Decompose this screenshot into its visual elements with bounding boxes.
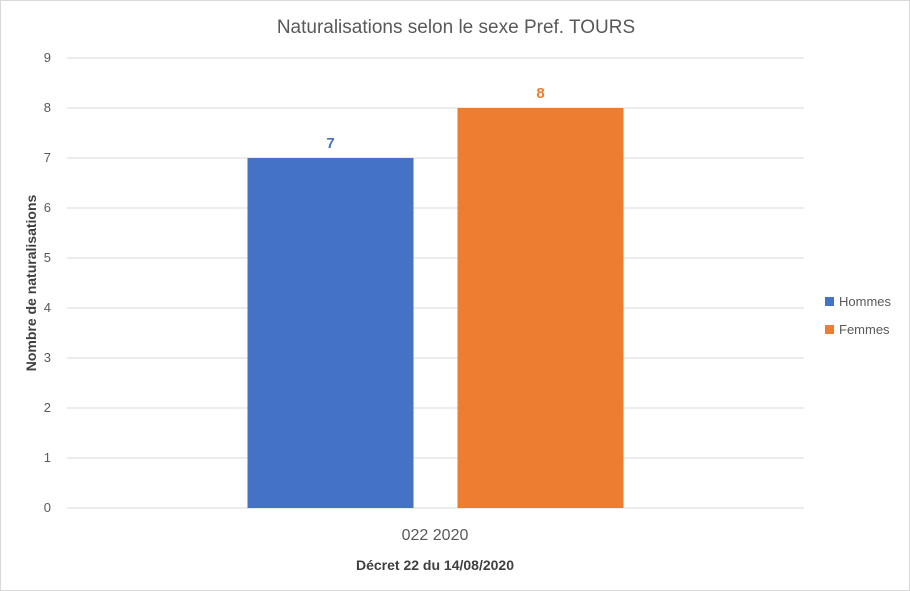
y-tick-label: 4 <box>44 300 51 315</box>
y-tick-label: 9 <box>44 50 51 65</box>
y-axis-ticks: 0 1 2 3 4 5 6 7 8 9 <box>44 50 51 515</box>
bars <box>247 108 624 508</box>
data-label-femmes: 8 <box>536 85 544 102</box>
legend: Hommes Femmes <box>825 294 892 337</box>
chart-title: Naturalisations selon le sexe Pref. TOUR… <box>277 17 635 38</box>
y-tick-label: 1 <box>44 450 51 465</box>
data-label-hommes: 7 <box>326 135 334 152</box>
legend-label-hommes: Hommes <box>839 294 892 309</box>
y-axis-title: Nombre de naturalisations <box>23 194 39 371</box>
x-axis-title: Décret 22 du 14/08/2020 <box>356 557 514 573</box>
y-tick-label: 8 <box>44 100 51 115</box>
legend-swatch-hommes <box>825 297 834 306</box>
x-category-label: 022 2020 <box>402 527 469 544</box>
y-tick-label: 6 <box>44 200 51 215</box>
bar-hommes <box>247 158 414 508</box>
legend-swatch-femmes <box>825 325 834 334</box>
y-tick-label: 0 <box>44 500 51 515</box>
y-tick-label: 3 <box>44 350 51 365</box>
legend-label-femmes: Femmes <box>839 322 890 337</box>
y-tick-label: 7 <box>44 150 51 165</box>
gridlines <box>67 57 804 509</box>
y-tick-label: 2 <box>44 400 51 415</box>
y-tick-label: 5 <box>44 250 51 265</box>
bar-femmes <box>457 108 624 508</box>
data-labels: 78 <box>326 85 544 152</box>
